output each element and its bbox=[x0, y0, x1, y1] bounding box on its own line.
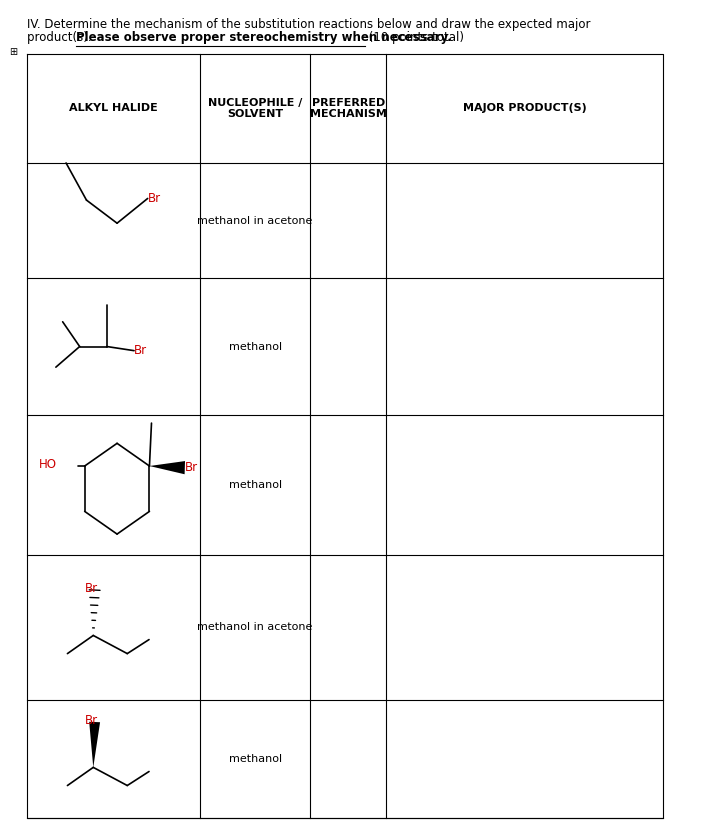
Text: MAJOR PRODUCT(S): MAJOR PRODUCT(S) bbox=[463, 103, 587, 113]
Polygon shape bbox=[89, 722, 100, 767]
Text: Br: Br bbox=[85, 714, 98, 727]
Text: IV. Determine the mechanism of the substitution reactions below and draw the exp: IV. Determine the mechanism of the subst… bbox=[27, 18, 590, 31]
Text: ⊞: ⊞ bbox=[9, 47, 17, 57]
Text: Br: Br bbox=[148, 192, 161, 205]
Text: HO: HO bbox=[39, 458, 56, 471]
Polygon shape bbox=[150, 461, 185, 474]
Text: (10 points total): (10 points total) bbox=[365, 31, 464, 45]
Text: Please observe proper stereochemistry when necessary.: Please observe proper stereochemistry wh… bbox=[76, 31, 452, 45]
Text: PREFERRED
MECHANISM: PREFERRED MECHANISM bbox=[310, 97, 386, 119]
Text: ALKYL HALIDE: ALKYL HALIDE bbox=[69, 103, 158, 113]
Text: methanol in acetone: methanol in acetone bbox=[198, 622, 313, 632]
Text: NUCLEOPHILE /
SOLVENT: NUCLEOPHILE / SOLVENT bbox=[208, 97, 302, 119]
Text: Br: Br bbox=[185, 461, 198, 474]
Text: product(s).: product(s). bbox=[27, 31, 96, 45]
Text: Br: Br bbox=[134, 344, 147, 357]
Text: methanol: methanol bbox=[229, 342, 282, 351]
Text: methanol in acetone: methanol in acetone bbox=[198, 215, 313, 226]
Text: methanol: methanol bbox=[229, 479, 282, 489]
Text: Br: Br bbox=[85, 582, 98, 595]
Text: methanol: methanol bbox=[229, 754, 282, 764]
